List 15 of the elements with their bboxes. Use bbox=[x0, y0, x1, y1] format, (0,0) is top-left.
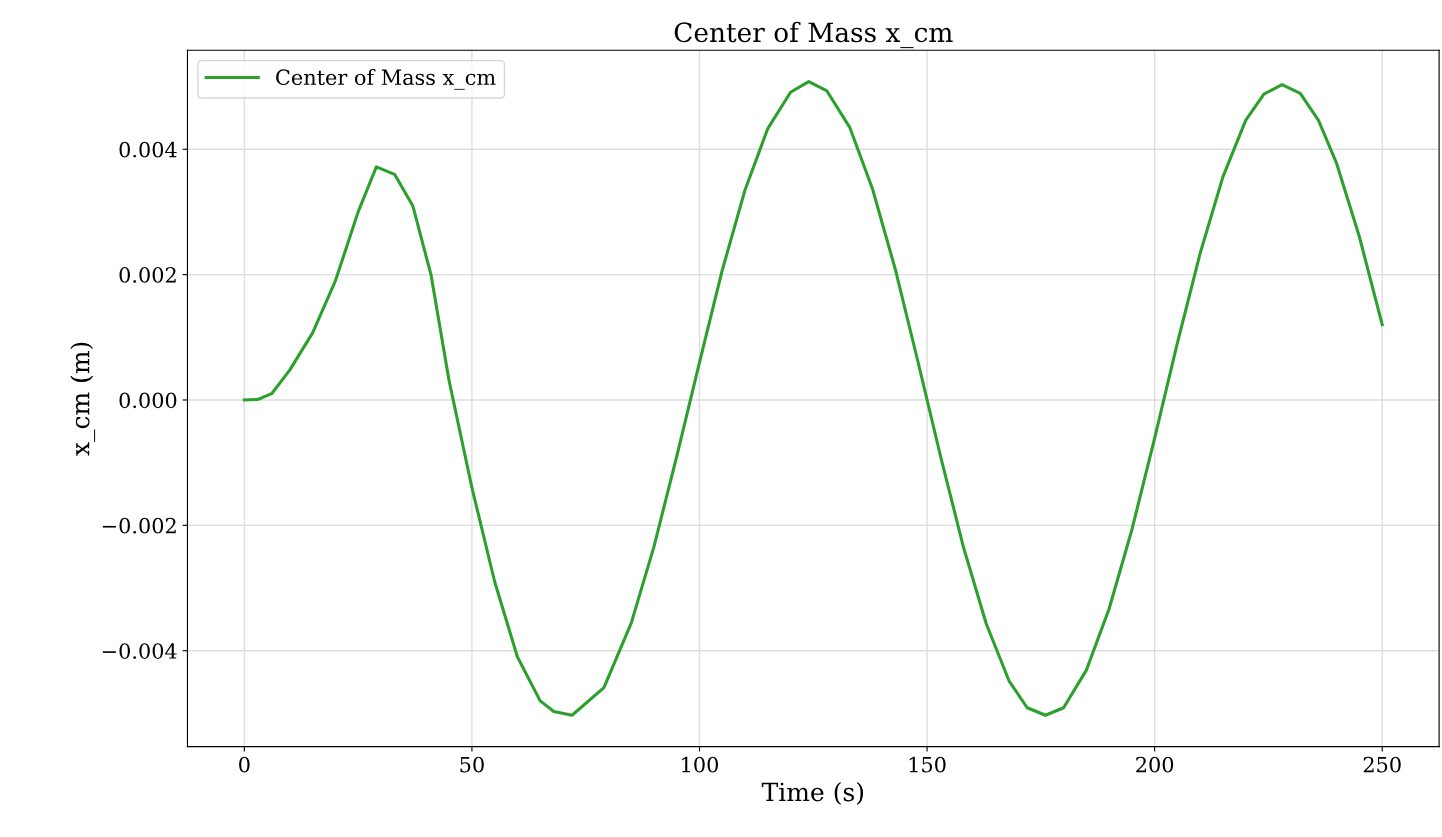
x-tick-label: 150 bbox=[909, 756, 946, 773]
y-tick-label: −0.002 bbox=[102, 517, 176, 534]
x-tick-label: 0 bbox=[239, 756, 250, 773]
x-tick-label: 250 bbox=[1363, 756, 1401, 773]
y-tick-label: 0.002 bbox=[119, 267, 176, 283]
x-tick-label: 200 bbox=[1136, 756, 1174, 773]
x-tick-label: 50 bbox=[460, 756, 484, 773]
x-tick-label: 100 bbox=[682, 756, 718, 773]
y-tick-label: 0.004 bbox=[119, 141, 177, 158]
y-tick-label: 0.000 bbox=[119, 392, 177, 409]
y-axis-title: x_cm (m) bbox=[70, 342, 96, 456]
x-axis-title: Time (s) bbox=[761, 782, 864, 805]
legend-label: Center of Mass x_cm bbox=[276, 68, 496, 90]
y-tick-label: −0.004 bbox=[102, 643, 177, 659]
chart-title: Center of Mass x_cm bbox=[674, 21, 953, 49]
